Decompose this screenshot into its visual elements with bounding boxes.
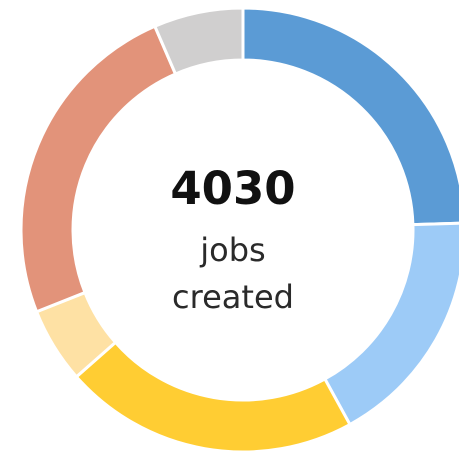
center-label-line-1: jobs — [200, 231, 266, 269]
donut-slice-3 — [74, 340, 352, 453]
donut-slice-1 — [241, 6, 459, 227]
center-label-line-2: created — [172, 278, 294, 316]
center-total-value: 4030 — [170, 162, 296, 215]
donut-slice-6 — [153, 6, 245, 76]
